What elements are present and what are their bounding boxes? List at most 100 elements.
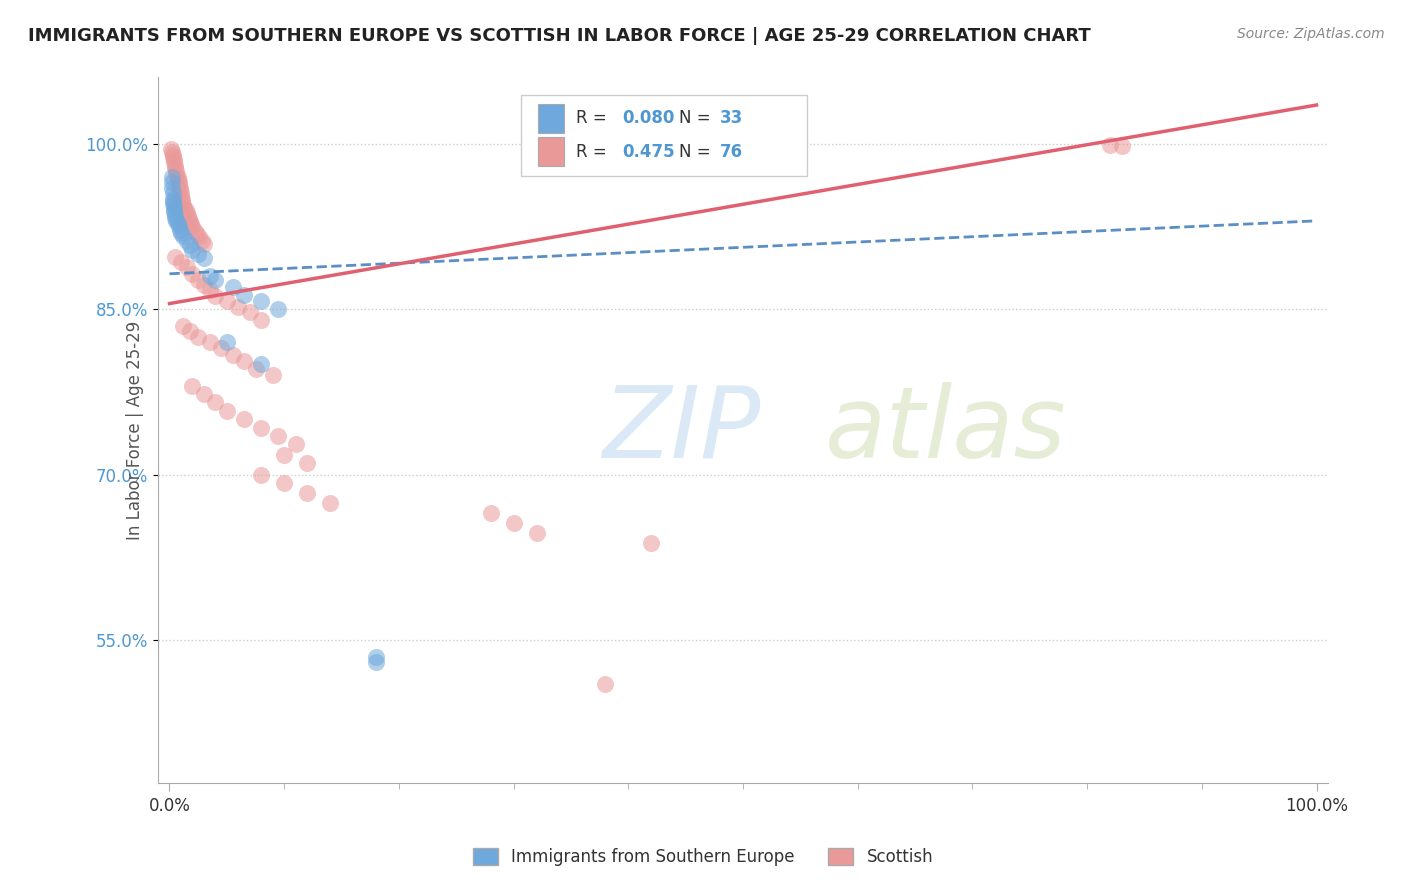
Text: 0.475: 0.475 — [623, 143, 675, 161]
Legend: Immigrants from Southern Europe, Scottish: Immigrants from Southern Europe, Scottis… — [464, 840, 942, 875]
Point — [295, 486, 318, 500]
Text: atlas: atlas — [825, 382, 1067, 479]
Point — [188, 230, 211, 244]
Y-axis label: In Labor Force | Age 25-29: In Labor Force | Age 25-29 — [127, 321, 145, 540]
Point — [187, 329, 209, 343]
FancyBboxPatch shape — [538, 104, 564, 133]
Point — [165, 168, 187, 182]
Point — [162, 192, 184, 206]
Point — [181, 267, 204, 281]
Point — [284, 436, 307, 450]
Point — [187, 247, 209, 261]
Point — [187, 273, 209, 287]
Point — [233, 354, 256, 368]
Point — [169, 180, 191, 194]
Point — [167, 175, 190, 189]
Point — [226, 300, 249, 314]
Point — [267, 301, 290, 316]
Point — [193, 387, 215, 401]
Point — [267, 429, 290, 443]
Point — [162, 150, 184, 164]
Point — [209, 341, 232, 355]
Point — [180, 217, 202, 231]
Point — [165, 159, 187, 173]
Point — [221, 348, 243, 362]
Point — [166, 172, 188, 186]
Point — [160, 169, 183, 184]
Point — [479, 506, 502, 520]
Point — [198, 268, 221, 283]
Point — [170, 226, 193, 240]
Point — [163, 199, 186, 213]
Point — [193, 277, 215, 292]
FancyBboxPatch shape — [538, 137, 564, 166]
Point — [526, 526, 548, 541]
Point — [165, 211, 187, 225]
Text: R =: R = — [575, 143, 612, 161]
Point — [1111, 138, 1133, 153]
Point — [250, 357, 273, 371]
Text: 76: 76 — [720, 143, 742, 161]
Text: Source: ZipAtlas.com: Source: ZipAtlas.com — [1237, 27, 1385, 41]
Point — [166, 169, 188, 184]
Point — [174, 202, 197, 217]
Point — [198, 335, 221, 350]
Point — [162, 194, 184, 208]
Point — [250, 421, 273, 435]
Point — [160, 175, 183, 189]
Point — [193, 237, 215, 252]
Point — [163, 205, 186, 219]
Text: 33: 33 — [720, 110, 742, 128]
Point — [215, 403, 238, 417]
Point — [273, 448, 295, 462]
Point — [233, 287, 256, 301]
Point — [193, 252, 215, 266]
Text: N =: N = — [679, 143, 716, 161]
Point — [163, 202, 186, 217]
Point — [159, 142, 181, 156]
Point — [162, 147, 184, 161]
Point — [181, 220, 204, 235]
Point — [640, 536, 662, 550]
Point — [502, 516, 524, 530]
Text: N =: N = — [679, 110, 716, 128]
Point — [245, 361, 267, 376]
Point — [273, 476, 295, 491]
Point — [167, 219, 190, 234]
Point — [364, 649, 387, 664]
Point — [179, 215, 201, 229]
Point — [179, 324, 201, 338]
Point — [173, 201, 195, 215]
Point — [163, 153, 186, 168]
Point — [181, 379, 204, 393]
Point — [250, 313, 273, 327]
Point — [190, 234, 212, 248]
Text: ZIP: ZIP — [603, 382, 761, 479]
Point — [176, 234, 198, 248]
Point — [165, 164, 187, 178]
Point — [165, 208, 187, 222]
Point — [170, 254, 193, 268]
Point — [295, 457, 318, 471]
Point — [176, 260, 198, 275]
Point — [250, 467, 273, 482]
Point — [198, 283, 221, 297]
Point — [181, 243, 204, 257]
Text: R =: R = — [575, 110, 612, 128]
Point — [163, 155, 186, 169]
Point — [172, 229, 194, 244]
Point — [165, 250, 187, 264]
Point — [319, 496, 342, 510]
Point — [172, 192, 194, 206]
Point — [204, 289, 226, 303]
Point — [250, 294, 273, 309]
Point — [215, 335, 238, 350]
Point — [160, 180, 183, 194]
Point — [169, 222, 191, 236]
Point — [162, 186, 184, 201]
Point — [204, 394, 226, 409]
Point — [364, 655, 387, 669]
Point — [169, 183, 191, 197]
Point — [595, 677, 617, 691]
Point — [176, 206, 198, 220]
